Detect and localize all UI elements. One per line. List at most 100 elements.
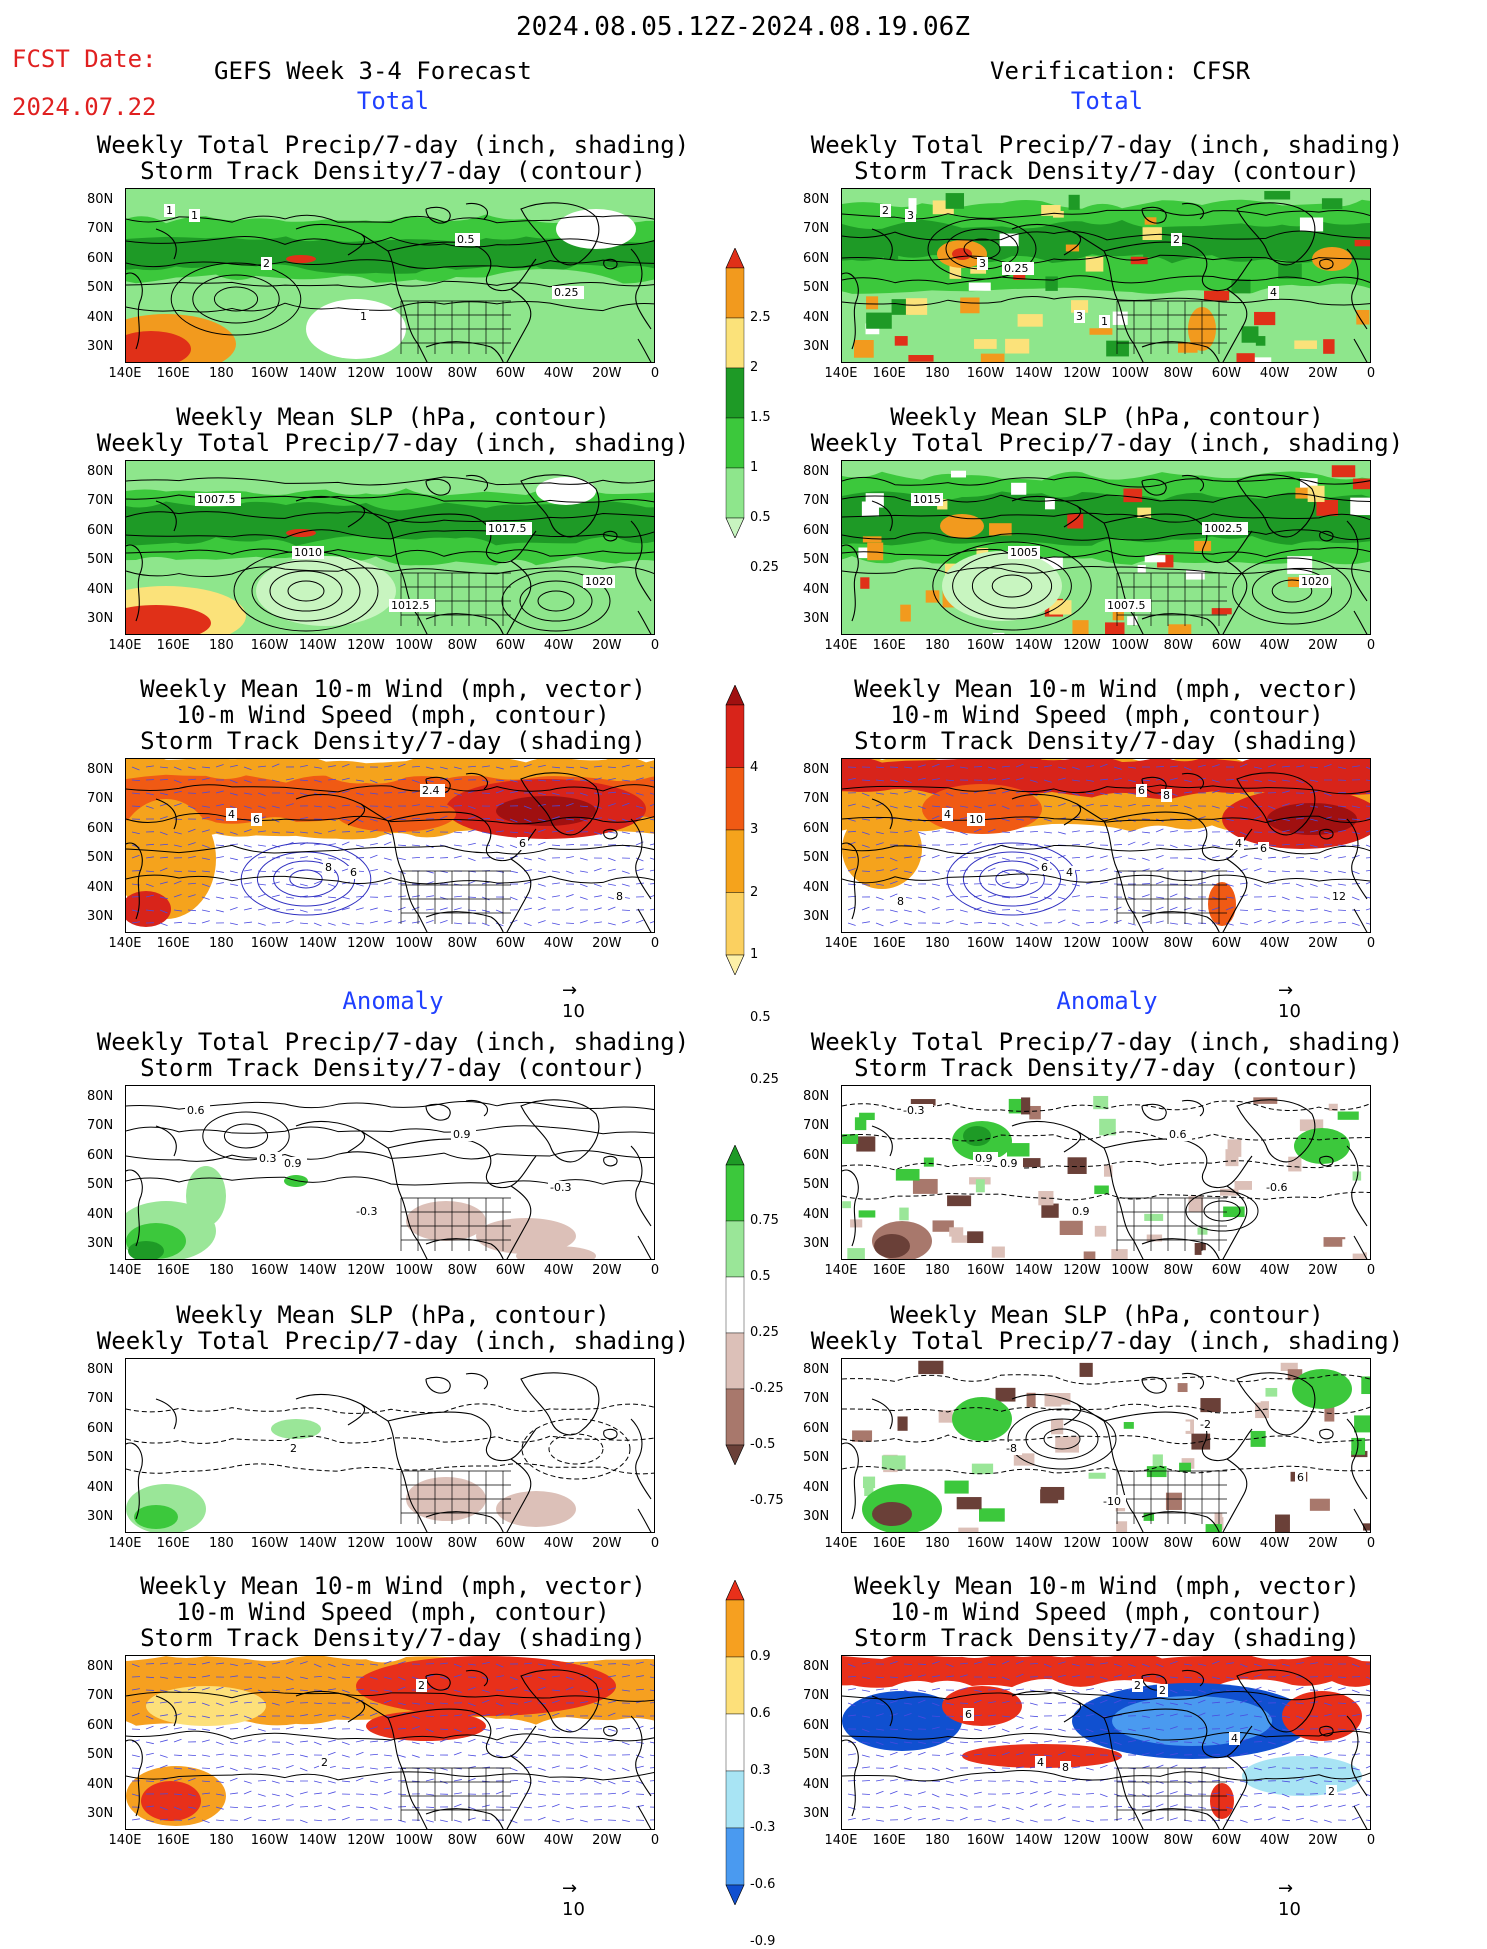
lat-label: 80N [87,762,113,777]
lon-label: 120W [1063,1833,1101,1848]
colorbar-precip_total [724,248,746,542]
contour-label: 2 [290,1442,297,1455]
colorbar-tick-label: 0.25 [750,1325,779,1340]
contour-label: 12 [1332,890,1346,903]
colorbar-tick-label: 1 [750,460,758,475]
colorbar [724,248,746,538]
contour-label: 4 [1235,837,1242,850]
lat-label: 40N [803,880,829,895]
lon-label: 0 [1367,638,1375,653]
panel-title: Weekly Mean SLP (hPa, contour)Weekly Tot… [97,1302,689,1354]
lon-label: 100W [395,1536,433,1551]
lon-label: 60W [1212,638,1241,653]
panel-title-line: Weekly Mean 10-m Wind (mph, vector) [140,1573,646,1599]
lon-label: 20W [1308,638,1337,653]
lon-label: 160W [251,638,289,653]
lat-label: 80N [87,1089,113,1104]
lon-label: 100W [1111,366,1149,381]
lon-label: 180 [209,936,234,951]
colorbar-tick-label: 0.25 [750,1072,779,1087]
contour-label: 8 [325,861,332,874]
contour-label: 1012.5 [391,599,430,612]
left-anomaly-label: Anomaly [342,988,443,1014]
lat-label: 40N [803,582,829,597]
lon-label: 80W [448,366,477,381]
lon-label: 140W [1015,1833,1053,1848]
lat-label: 80N [803,192,829,207]
lon-label: 180 [209,1263,234,1278]
panel-title-line: Weekly Mean SLP (hPa, contour) [811,1302,1403,1328]
lon-label: 40W [544,1263,573,1278]
lat-label: 80N [87,1659,113,1674]
lon-label: 160W [967,366,1005,381]
colorbar-tick-label: 4 [750,760,758,775]
right-total-label: Total [1071,88,1143,114]
lon-label: 160W [251,1536,289,1551]
lon-label: 0 [1367,1536,1375,1551]
lon-label: 160E [873,366,906,381]
lat-label: 70N [803,1688,829,1703]
lon-label: 80W [448,936,477,951]
panel-title-line: Storm Track Density/7-day (contour) [811,1055,1403,1081]
contour-label: 1017.5 [488,522,527,535]
panel-title: Weekly Total Precip/7-day (inch, shading… [97,1029,689,1081]
lat-label: 50N [87,1177,113,1192]
lon-label: 80W [1164,1536,1193,1551]
contour-label: 6 [1297,1471,1304,1484]
colorbar-tick-label: 0.3 [750,1763,771,1778]
lat-label: 60N [803,1421,829,1436]
lon-label: 0 [1367,366,1375,381]
contour-label: 4 [944,808,951,821]
contour-label: 0.5 [457,233,475,246]
lon-label: 160E [873,936,906,951]
contour-label: 3 [979,257,986,270]
contour-label: 6 [350,866,357,879]
lat-label: 80N [803,464,829,479]
panel-title-line: Weekly Total Precip/7-day (inch, shading… [811,1029,1403,1055]
colorbar-tick-label: 1.5 [750,410,771,425]
contour-label: 1020 [585,575,613,588]
lon-label: 140W [299,1263,337,1278]
lat-label: 80N [803,1362,829,1377]
lon-label: 160W [967,936,1005,951]
lat-label: 50N [803,1177,829,1192]
lon-label: 0 [651,936,659,951]
contour-label: -0.3 [550,1181,571,1194]
contour-label: 2 [321,1756,328,1769]
lat-label: 50N [87,850,113,865]
contour-label: 4 [1231,1732,1238,1745]
lat-label: 30N [803,909,829,924]
lon-label: 0 [651,638,659,653]
lon-label: 80W [448,1833,477,1848]
contour-label: 1007.5 [197,493,236,506]
panel-title-line: Weekly Mean 10-m Wind (mph, vector) [854,1573,1360,1599]
lat-label: 40N [87,1207,113,1222]
lat-label: 40N [87,1777,113,1792]
lon-label: 180 [925,1263,950,1278]
lon-label: 180 [925,1536,950,1551]
lon-label: 180 [209,1536,234,1551]
colorbar-precip_anom [724,1145,746,1469]
panel-title-line: Weekly Total Precip/7-day (inch, shading… [97,1328,689,1354]
date-range-title: 2024.08.05.12Z-2024.08.19.06Z [516,14,970,40]
lat-label: 40N [803,1480,829,1495]
lat-label: 70N [87,1688,113,1703]
panel-title-line: 10-m Wind Speed (mph, contour) [140,1599,646,1625]
contour-label: 4 [228,808,235,821]
panel-title: Weekly Mean 10-m Wind (mph, vector)10-m … [140,676,646,754]
panel-title-line: Weekly Mean 10-m Wind (mph, vector) [140,676,646,702]
colorbar-storm_total [724,685,746,979]
right-anomaly-label: Anomaly [1056,988,1157,1014]
panel-title-line: Storm Track Density/7-day (shading) [140,728,646,754]
lat-label: 80N [87,1362,113,1377]
lat-label: 30N [803,611,829,626]
lat-label: 80N [87,192,113,207]
lon-label: 140E [824,638,857,653]
contour-label: 1010 [294,546,322,559]
panel-title-line: Weekly Total Precip/7-day (inch, shading… [97,1029,689,1055]
lon-label: 40W [1260,1536,1289,1551]
lat-label: 50N [803,552,829,567]
